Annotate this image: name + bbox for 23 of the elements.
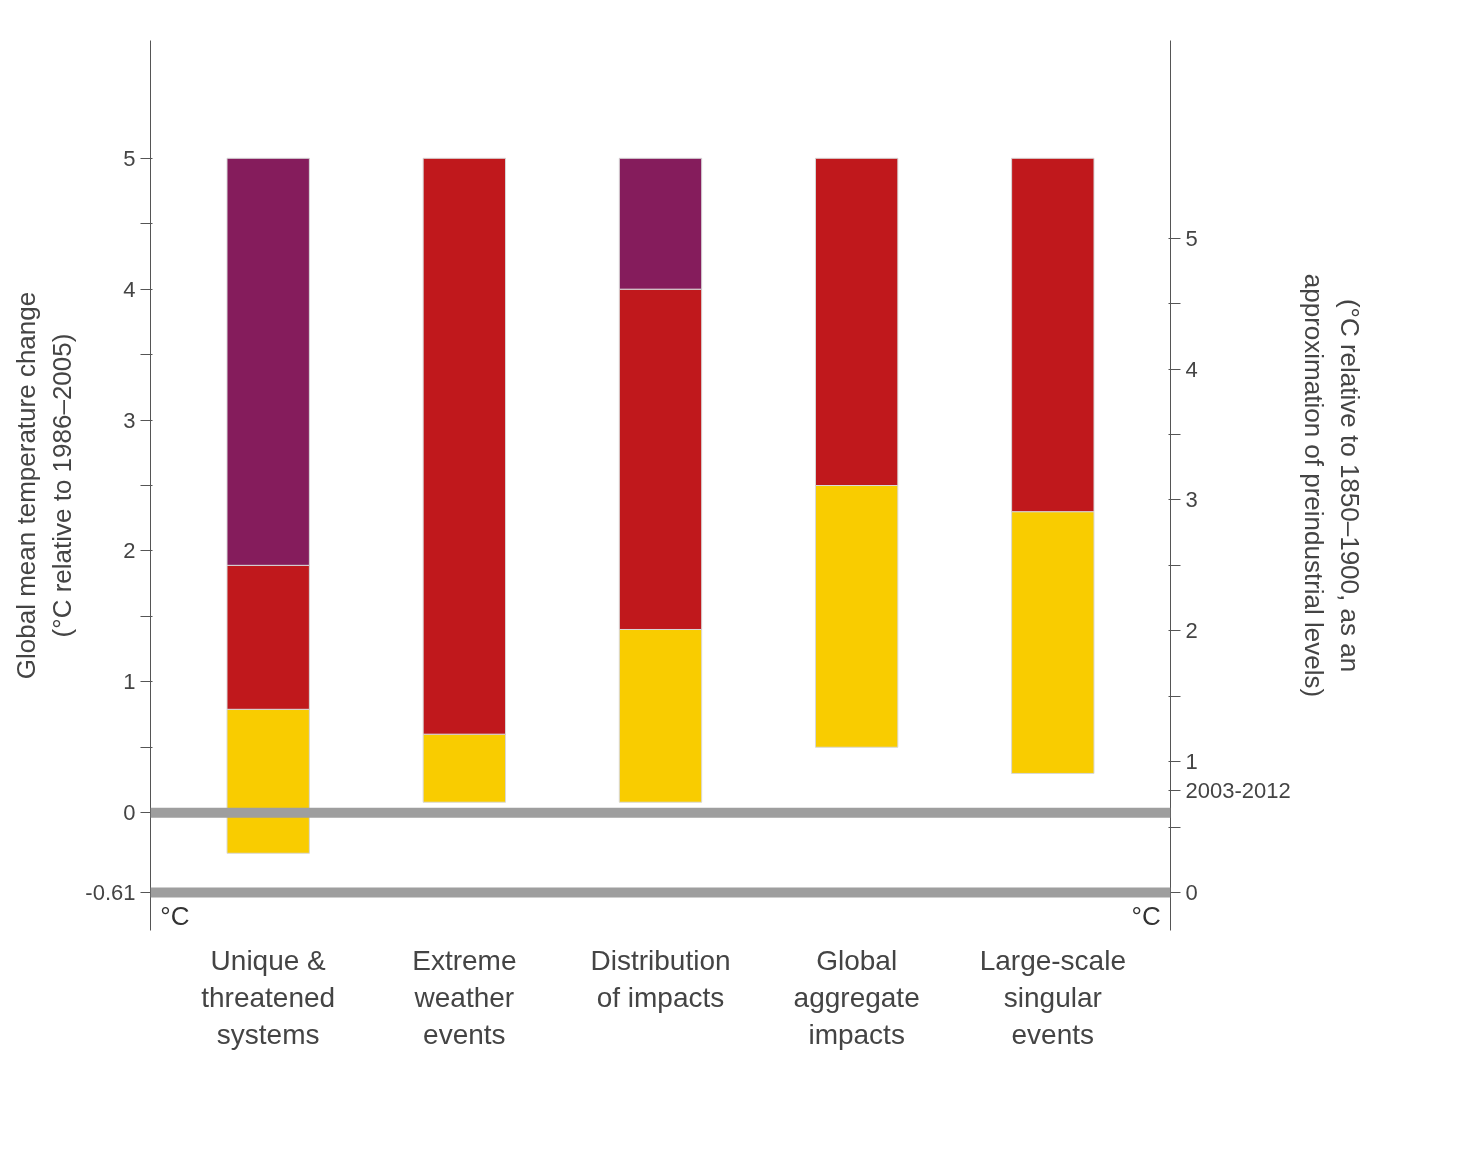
y-tick-label: 3 bbox=[123, 407, 136, 433]
y2-tick-label: 3 bbox=[1185, 487, 1198, 513]
x-tick-label: Large-scale singular events bbox=[979, 944, 1126, 1050]
y2-tick-label: 5 bbox=[1185, 225, 1198, 251]
y-tick-label: 5 bbox=[123, 145, 136, 171]
x-tick-label: Distribution of impacts bbox=[590, 944, 731, 1013]
x-tick-label: Global aggregate impacts bbox=[793, 944, 920, 1050]
annotation: °C bbox=[1131, 900, 1161, 931]
y-tick-label: -0.61 bbox=[85, 880, 136, 906]
y-tick-label: 0 bbox=[123, 800, 136, 826]
y-tick-label: 1 bbox=[123, 669, 136, 695]
y-tick-label: 2 bbox=[123, 538, 136, 564]
y2-tick-label: 1 bbox=[1185, 749, 1198, 775]
y-tick-label: 4 bbox=[123, 276, 136, 302]
y2-axis-title: (°C relative to 1850–1900, as an approximation of preindustrial levels) bbox=[1298, 273, 1365, 698]
y2-tick-label: 2003-2012 bbox=[1185, 777, 1291, 803]
y2-tick-label: 4 bbox=[1185, 356, 1198, 382]
x-tick-label: Extreme weather events bbox=[412, 944, 517, 1050]
y2-tick-label: 0 bbox=[1185, 880, 1198, 906]
y-axis-title: Global mean temperature change (°C relative to 1986–2005) bbox=[11, 291, 78, 680]
x-tick-label: Unique & threatened systems bbox=[201, 944, 336, 1050]
y2-tick-label: 2 bbox=[1185, 618, 1198, 644]
annotation: °C bbox=[160, 900, 190, 931]
